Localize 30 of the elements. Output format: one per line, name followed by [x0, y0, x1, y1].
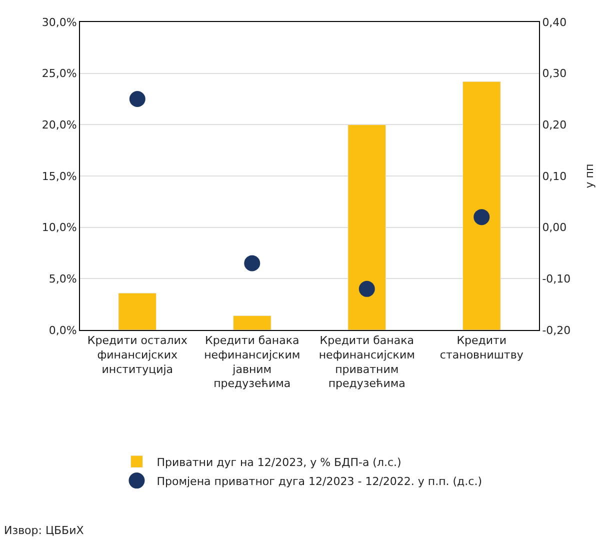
point [129, 91, 146, 107]
y-tick-label: 5,0% [48, 272, 77, 286]
bar [118, 292, 157, 330]
point [474, 209, 490, 226]
y2-tick-label: 0,30 [542, 67, 567, 80]
y2-tick-label: -0,10 [542, 272, 571, 286]
point [358, 280, 375, 297]
point [244, 255, 260, 272]
x-tick-label: Кредити банака нефинансијским јавним предузећима [204, 334, 300, 390]
y-tick-label: 20,0% [42, 118, 77, 132]
y-tick-label: 10,0% [42, 221, 77, 234]
y-tick-label: 0,0% [48, 324, 77, 337]
y2-tick-label: 0,00 [542, 221, 567, 234]
y-tick-label: 15,0% [42, 170, 77, 183]
y2-tick-label: 0,40 [542, 16, 567, 29]
legend-label: Приватни дуг на 12/2023, у % БДП-а (л.с.) [156, 456, 402, 469]
bar [348, 124, 386, 330]
legend-label: Промјена приватног дуга 12/2023 - 12/2022. у п.п. (д.с.) [156, 474, 482, 488]
x-tick-label: Кредити становништву [440, 334, 524, 362]
x-tick-label: Кредити осталих финансијских институција [87, 334, 188, 376]
y2-axis-title: у пп [582, 164, 596, 188]
y-tick-label: 25,0% [42, 67, 77, 80]
y2-tick-label: -0,20 [542, 324, 571, 337]
bar [462, 81, 501, 330]
bar [232, 315, 272, 330]
y2-tick-label: 0,10 [542, 170, 567, 183]
text: Извор: ЦББиХ [4, 524, 84, 537]
y2-tick-label: 0,20 [542, 118, 567, 132]
x-tick-label: Кредити банака нефинансијским приватним предузећима [318, 334, 415, 390]
y-tick-label: 30,0% [42, 16, 77, 29]
